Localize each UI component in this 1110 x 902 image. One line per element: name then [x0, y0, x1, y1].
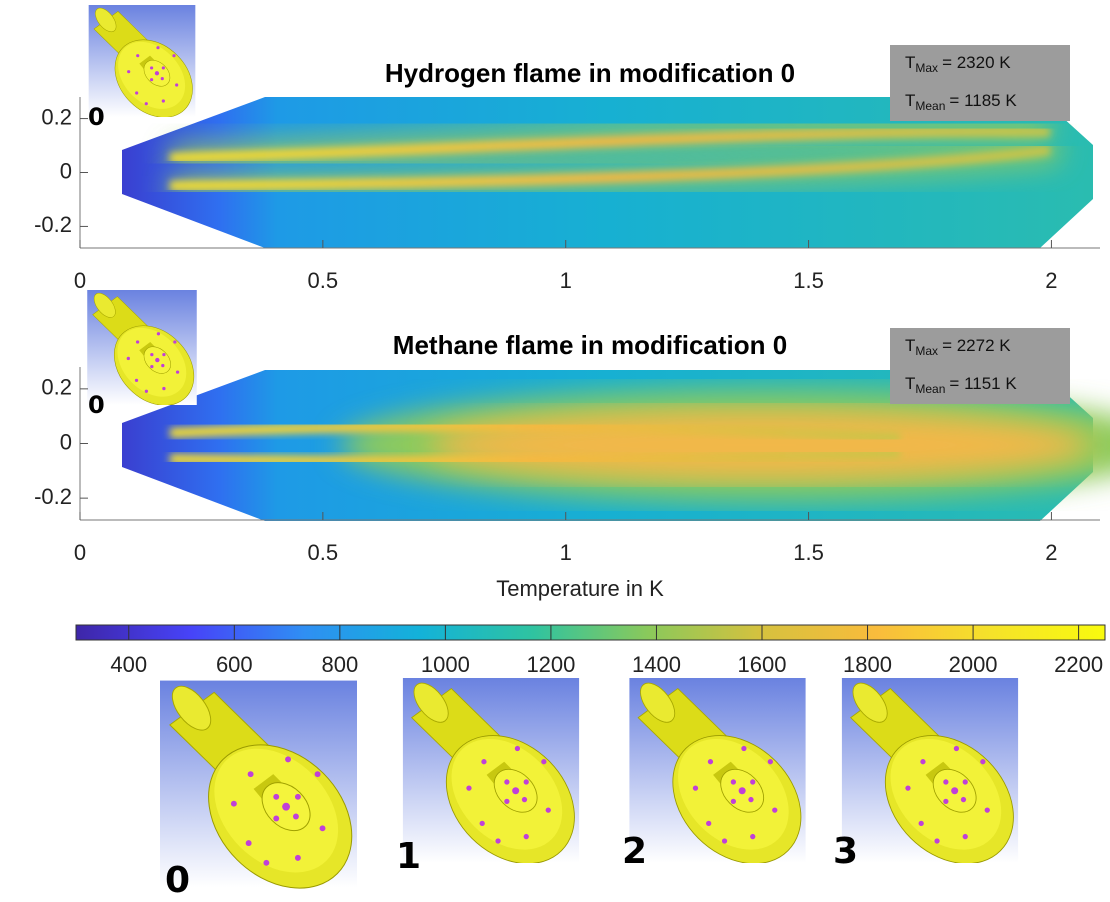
colorbar — [76, 625, 1105, 640]
y-tick-label: 0.2 — [41, 104, 72, 129]
y-tick-label: 0 — [60, 158, 72, 183]
figure: Hydrogen flame in modification 0 Methane… — [0, 0, 1110, 902]
colorbar-tick-label: 1400 — [632, 652, 681, 677]
inset-label: 0 — [88, 391, 105, 419]
subscript: Mean — [915, 382, 945, 396]
symbol: T — [905, 374, 915, 393]
x-axis-label: Temperature in K — [496, 576, 664, 601]
x-tick-label: 0.5 — [308, 540, 339, 565]
colorbar-tick-label: 1800 — [843, 652, 892, 677]
annotation-text: = 2272 K — [942, 336, 1011, 355]
modification-label: 0 — [165, 860, 190, 901]
symbol: T — [905, 336, 915, 355]
subscript: Max — [915, 344, 938, 358]
symbol: T — [905, 53, 915, 72]
annotation-text: = 1185 K — [949, 91, 1017, 110]
x-tick-label: 1 — [560, 540, 572, 565]
chart-title: Hydrogen flame in modification 0 — [385, 58, 795, 88]
modification-image — [629, 677, 826, 889]
symbol: T — [905, 91, 915, 110]
x-tick-label: 0 — [74, 540, 86, 565]
x-tick-label: 1 — [560, 268, 572, 293]
modification-image — [842, 677, 1039, 889]
modification-label: 1 — [396, 836, 421, 877]
colorbar-tick-label: 600 — [216, 652, 253, 677]
x-tick-label: 2 — [1045, 268, 1057, 293]
modification-image — [403, 677, 600, 889]
inset-label: 0 — [88, 103, 105, 131]
x-tick-label: 1.5 — [793, 268, 824, 293]
y-tick-label: 0 — [60, 429, 72, 454]
chart-title: Methane flame in modification 0 — [393, 330, 787, 360]
inset-image — [89, 4, 208, 132]
modification-label: 2 — [622, 831, 647, 872]
colorbar-tick-label: 2200 — [1054, 652, 1103, 677]
x-tick-label: 0.5 — [308, 268, 339, 293]
colorbar-tick-label: 1200 — [526, 652, 575, 677]
colorbar-tick-label: 400 — [110, 652, 147, 677]
y-tick-label: -0.2 — [34, 484, 72, 509]
colorbar-tick-label: 1000 — [421, 652, 470, 677]
colorbar-tick-label: 2000 — [949, 652, 998, 677]
x-tick-label: 2 — [1045, 540, 1057, 565]
modification-image — [160, 679, 380, 902]
inset-image — [87, 289, 210, 421]
y-tick-label: -0.2 — [34, 212, 72, 237]
modification-label: 3 — [833, 831, 858, 872]
x-tick-label: 0 — [74, 268, 86, 293]
x-tick-label: 1.5 — [793, 540, 824, 565]
subscript: Mean — [915, 99, 945, 113]
colorbar-tick-label: 800 — [321, 652, 358, 677]
colorbar-tick-label: 1600 — [738, 652, 787, 677]
y-tick-label: 0.2 — [41, 375, 72, 400]
subscript: Max — [915, 61, 938, 75]
annotation-text: = 1151 K — [949, 374, 1017, 393]
annotation-text: = 2320 K — [942, 53, 1011, 72]
